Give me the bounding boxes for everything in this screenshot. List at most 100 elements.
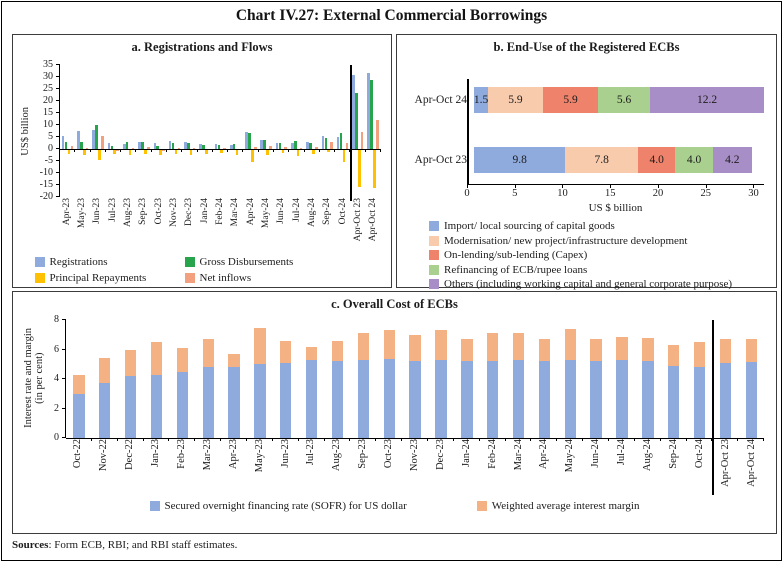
x-axis-tick xyxy=(60,149,76,152)
bar-segment xyxy=(745,339,757,363)
category-label: Apr-Oct 24 xyxy=(414,94,467,106)
x-axis-tick xyxy=(198,149,213,152)
x-axis-tick-label: Apr-23 xyxy=(227,439,239,470)
x-axis-tick-label: Apr-Oct 23 xyxy=(352,198,363,242)
stacked-bar-row: Apr-Oct 23 9.8 7.8 4.0 4.0 4.2 xyxy=(397,147,764,173)
bar-group xyxy=(480,320,506,438)
x-axis-tick-label: Jun-24 xyxy=(276,198,287,224)
bar-segment xyxy=(162,149,165,151)
bar-segment xyxy=(280,340,292,363)
bar-segment xyxy=(330,141,333,149)
bar-group xyxy=(428,320,454,438)
x-axis-category: Mar-24 xyxy=(228,198,243,254)
panel-c-legend: Secured overnight financing rate (SOFR) … xyxy=(13,500,776,512)
panel-c-title: c. Overall Cost of ECBs xyxy=(331,297,458,311)
bar-group xyxy=(402,320,428,438)
stacked-bar-track: 9.8 7.8 4.0 4.0 4.2 xyxy=(474,147,764,173)
x-axis-tick xyxy=(562,185,564,188)
bar-segment xyxy=(125,142,129,149)
panel-b-x-axis: 0 5 10 15 20 25 30 xyxy=(464,185,764,201)
y-axis-tick xyxy=(56,196,60,197)
x-axis-tick xyxy=(583,438,610,441)
stacked-bar-segment: 5.9 xyxy=(543,87,599,113)
legend-label: Others (including working capital and ge… xyxy=(444,278,733,290)
bar-group xyxy=(506,320,532,438)
bar-segment xyxy=(141,141,144,149)
bar-segment xyxy=(184,142,187,149)
bar-segment xyxy=(616,359,628,438)
bar-group xyxy=(144,320,170,438)
x-axis-tick xyxy=(705,185,707,188)
overall-cost-plot: 0 2 4 6 8 xyxy=(54,314,765,495)
series-separator-line xyxy=(712,320,714,495)
bar-segment xyxy=(486,360,499,438)
bar-segment xyxy=(280,362,292,438)
x-axis-category: Nov-23 xyxy=(166,198,181,254)
panel-b-legend: Import/ local sourcing of capital goods M… xyxy=(429,220,776,290)
bar-segment xyxy=(150,374,163,438)
bar-segment xyxy=(331,360,344,438)
bar-segment xyxy=(693,342,706,368)
y-axis-tick-label: -15 xyxy=(39,179,53,190)
legend-swatch xyxy=(184,273,195,283)
legend-item: Import/ local sourcing of capital goods xyxy=(429,220,776,232)
bar-segment xyxy=(590,339,602,361)
bar-segment xyxy=(266,149,269,155)
legend-label: Principal Repayments xyxy=(49,272,147,284)
segment-value-label: 5.9 xyxy=(563,94,578,106)
y-axis-tick xyxy=(56,148,60,149)
x-axis-tick xyxy=(635,438,661,441)
x-axis-tick xyxy=(136,149,152,152)
y-axis-tick-label: 35 xyxy=(43,59,53,70)
x-axis-tick xyxy=(480,438,506,441)
x-axis-line xyxy=(60,148,381,150)
y-axis-tick-label: 4 xyxy=(54,373,59,384)
bar-group xyxy=(320,65,335,197)
y-axis-tick-label: 0 xyxy=(54,432,59,443)
x-axis-category: Apr-Oct 24 xyxy=(366,198,381,254)
x-axis-category: Jul-24 xyxy=(609,439,635,497)
bar-segment xyxy=(668,365,680,438)
x-axis-category: Apr-24 xyxy=(531,439,557,497)
legend-swatch xyxy=(476,501,487,511)
x-axis-tick xyxy=(305,149,320,152)
bar-segment xyxy=(189,149,193,155)
bar-segment xyxy=(110,145,114,149)
bar-segment xyxy=(99,382,111,438)
x-axis-category: Mar-24 xyxy=(505,439,531,497)
bar-segment xyxy=(269,145,272,149)
bar-segment xyxy=(357,149,361,187)
bar-group xyxy=(106,65,121,197)
x-axis-tick-label: Aug-24 xyxy=(642,439,654,472)
bar-group xyxy=(118,320,144,438)
category-label: Apr-Oct 23 xyxy=(414,154,467,166)
sources-label: Sources xyxy=(12,539,49,551)
y-axis-tick xyxy=(56,76,60,77)
x-axis-category: Jan-23 xyxy=(143,439,169,497)
x-axis-tick-label: Sep-24 xyxy=(322,198,333,225)
bar-group xyxy=(152,65,167,197)
bar-group xyxy=(60,65,75,197)
bar-segment xyxy=(373,149,376,189)
x-axis-tick xyxy=(106,149,122,152)
x-axis-tick xyxy=(350,149,366,152)
bar-segment xyxy=(177,147,181,149)
bar-group xyxy=(335,65,350,197)
bar-group xyxy=(221,320,247,438)
bar-segment xyxy=(95,125,98,149)
bar-segment xyxy=(616,336,628,360)
segment-value-label: 9.8 xyxy=(512,154,527,166)
bar-segment xyxy=(293,140,297,149)
bar-group xyxy=(583,320,609,438)
bar-segment xyxy=(116,149,119,152)
y-axis-tick xyxy=(62,437,66,438)
x-axis-tick xyxy=(167,149,183,152)
x-axis-tick xyxy=(514,185,516,188)
x-axis-tick xyxy=(402,438,429,441)
x-axis-category: Sep-24 xyxy=(660,439,686,497)
bar-segment xyxy=(512,333,525,360)
x-axis-tick-label: Feb-24 xyxy=(486,439,498,469)
legend-swatch xyxy=(429,235,439,246)
bar-segment xyxy=(306,141,309,149)
x-axis-category: Aug-24 xyxy=(304,198,319,254)
